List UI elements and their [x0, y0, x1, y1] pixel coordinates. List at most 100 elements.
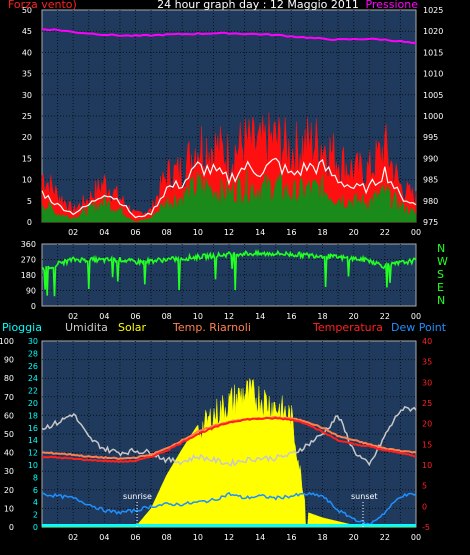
pressure-y-tick: 1015: [423, 48, 443, 57]
direction-y-tick: 180: [21, 271, 36, 280]
compass-label: S: [437, 268, 444, 281]
pressure-series: [41, 28, 416, 44]
legend-temperature: Temperatura: [312, 321, 383, 334]
wind-y-tick: 30: [22, 91, 32, 100]
temp-y-tick: 0: [422, 502, 427, 511]
rain-y-tick: 16: [28, 424, 38, 433]
compass-label: W: [437, 255, 448, 268]
legend-dew-point: Dew Point: [391, 321, 447, 334]
sunrise-label: sunrise: [123, 492, 152, 501]
direction-x-tick: 00: [411, 312, 421, 321]
direction-x-tick: 10: [193, 312, 203, 321]
wind-legend-label: Forza vento): [8, 0, 77, 11]
pressure-y-tick: 1025: [423, 6, 443, 15]
wind-y-tick: 10: [22, 176, 32, 185]
pressure-legend-label: Pressione: [366, 0, 419, 11]
wind-y-tick: 35: [22, 70, 32, 79]
direction-y-tick: 0: [31, 302, 36, 311]
sunset-label: sunset: [351, 492, 378, 501]
rain-y-tick: 0: [33, 523, 38, 532]
dew-point-series: [41, 491, 417, 526]
direction-x-tick: 02: [68, 312, 78, 321]
temp-y-tick: 25: [422, 399, 432, 408]
wind-x-tick: 04: [99, 228, 109, 237]
humidity-y-tick: 0: [9, 523, 14, 532]
rain-y-tick: 28: [28, 349, 38, 358]
humidity-y-tick: 90: [4, 356, 14, 365]
direction-y-tick: 270: [21, 256, 36, 265]
wind-x-tick: 16: [286, 228, 296, 237]
direction-x-tick: 08: [162, 312, 172, 321]
direction-x-tick: 16: [286, 312, 296, 321]
temperature-series: [41, 416, 417, 464]
rain-y-tick: 4: [33, 498, 38, 507]
temperature-x-tick: 08: [162, 533, 172, 542]
temperature-x-tick: 22: [380, 533, 390, 542]
temp-y-tick: 30: [422, 378, 432, 387]
humidity-y-tick: 20: [4, 486, 14, 495]
pressure-y-tick: 985: [423, 176, 438, 185]
temp-y-tick: 20: [422, 420, 432, 429]
legend-temp-riarnoli: Temp. Riarnoli: [172, 321, 251, 334]
temp-y-tick: 35: [422, 358, 432, 367]
temperature-x-tick: 14: [255, 533, 265, 542]
humidity-y-tick: 40: [4, 449, 14, 458]
wind-x-tick: 20: [349, 228, 359, 237]
temperature-x-tick: 06: [130, 533, 140, 542]
rain-y-tick: 14: [28, 436, 38, 445]
wind-y-tick: 50: [22, 6, 32, 15]
temperature-x-tick: 18: [317, 533, 327, 542]
direction-series: [41, 249, 417, 297]
direction-x-tick: 12: [224, 312, 234, 321]
compass-label: E: [437, 281, 444, 294]
temperature-x-tick: 04: [99, 533, 109, 542]
wind-x-tick: 00: [411, 228, 421, 237]
rain-y-tick: 10: [28, 461, 38, 470]
pressure-y-tick: 980: [423, 197, 438, 206]
temp-y-tick: 10: [422, 461, 432, 470]
wind-mean-series: [41, 157, 417, 219]
direction-y-tick: 360: [21, 240, 36, 249]
pressure-y-tick: 990: [423, 154, 438, 163]
wind-y-tick: 5: [27, 197, 32, 206]
legend-humidity: Umidita: [65, 321, 108, 334]
wind-y-tick: 0: [27, 218, 32, 227]
wind-x-tick: 06: [130, 228, 140, 237]
compass-label: N: [437, 294, 445, 307]
wind-y-tick: 45: [22, 27, 32, 36]
wind-y-tick: 40: [22, 48, 32, 57]
direction-x-tick: 18: [317, 312, 327, 321]
pressure-y-tick: 1000: [423, 112, 443, 121]
direction-x-tick: 22: [380, 312, 390, 321]
rain-y-tick: 30: [28, 337, 38, 346]
temp-y-tick: 40: [422, 337, 432, 346]
legend-solar: Solar: [118, 321, 147, 334]
rain-y-tick: 18: [28, 411, 38, 420]
rain-y-tick: 26: [28, 362, 38, 371]
wind-x-tick: 02: [68, 228, 78, 237]
temp-y-tick: 15: [422, 440, 432, 449]
temperature-x-tick: 20: [349, 533, 359, 542]
chart-title: 24 hour graph day : 12 Maggio 2011: [157, 0, 359, 11]
temp-y-tick: -5: [422, 523, 430, 532]
rain-y-tick: 22: [28, 387, 38, 396]
wind-series: [41, 28, 417, 223]
wind-grid: [42, 10, 416, 222]
direction-y-tick: 90: [26, 287, 36, 296]
rain-y-tick: 8: [33, 473, 38, 482]
wind-y-tick: 15: [22, 154, 32, 163]
wind-x-tick: 18: [317, 228, 327, 237]
humidity-y-tick: 80: [4, 374, 14, 383]
wind-x-tick: 22: [380, 228, 390, 237]
pressure-y-tick: 995: [423, 133, 438, 142]
humidity-y-tick: 60: [4, 411, 14, 420]
humidity-y-tick: 50: [4, 430, 14, 439]
humidity-series: [41, 405, 417, 467]
temp-y-tick: 5: [422, 482, 427, 491]
rain-y-tick: 2: [33, 511, 38, 520]
temperature-series: [41, 378, 417, 528]
direction-x-tick: 20: [349, 312, 359, 321]
axis-labels: 02 04 06 08 10 12 14 16 18 20 22 000510152025303540…: [0, 6, 448, 542]
